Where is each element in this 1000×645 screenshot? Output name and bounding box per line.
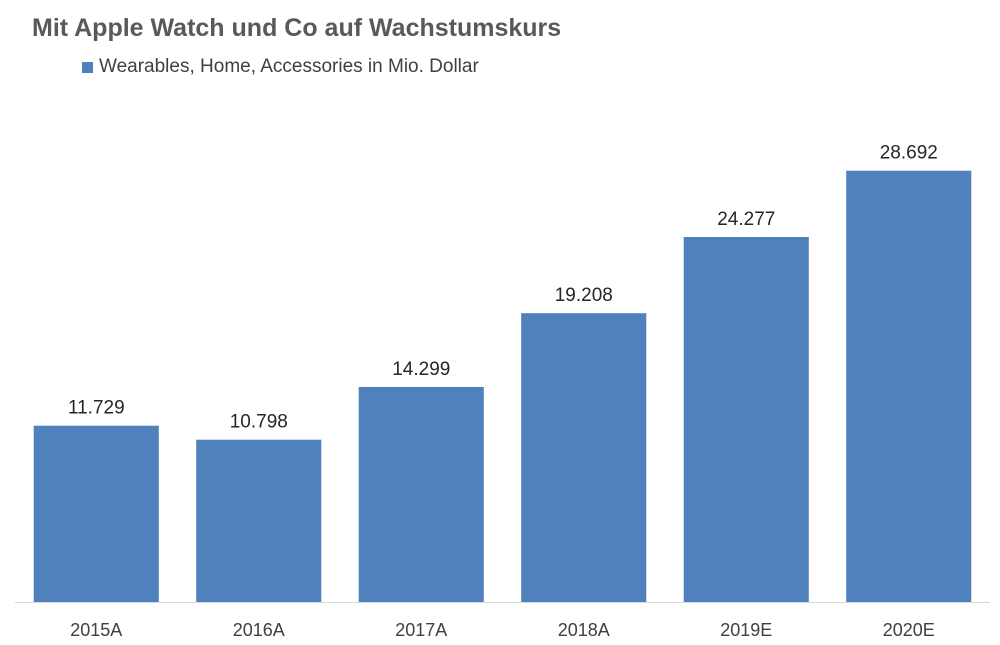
- chart-title: Mit Apple Watch und Co auf Wachstumskurs: [32, 14, 562, 42]
- bar-2017A: [358, 387, 484, 602]
- bar-2018A: [521, 313, 647, 602]
- x-tick-label-2018A: 2018A: [558, 620, 610, 640]
- data-label-2020E: 28.692: [880, 143, 938, 164]
- data-label-2018A: 19.208: [555, 285, 613, 306]
- x-tick-label-2017A: 2017A: [395, 620, 447, 640]
- bar-2019E: [683, 237, 809, 602]
- bar-2020E: [846, 170, 972, 602]
- data-label-2019E: 24.277: [717, 209, 775, 230]
- data-label-2015A: 11.729: [68, 398, 125, 419]
- x-tick-label-2015A: 2015A: [70, 620, 122, 640]
- legend-label: Wearables, Home, Accessories in Mio. Dol…: [99, 56, 479, 77]
- bar-2015A: [33, 425, 159, 602]
- x-tick-label-2019E: 2019E: [720, 620, 772, 640]
- x-tick-label-2016A: 2016A: [233, 620, 285, 640]
- data-label-2017A: 14.299: [392, 359, 450, 380]
- legend: Wearables, Home, Accessories in Mio. Dol…: [82, 56, 479, 78]
- data-label-2016A: 10.798: [230, 412, 288, 433]
- legend-swatch: [82, 61, 93, 73]
- x-tick-label-2020E: 2020E: [883, 620, 935, 640]
- bar-2016A: [196, 439, 322, 602]
